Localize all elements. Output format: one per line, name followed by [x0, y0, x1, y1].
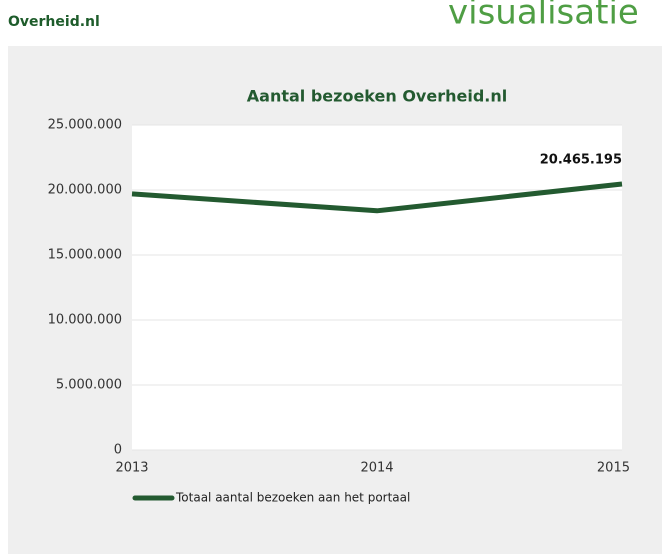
- y-tick-label: 10.000.000: [48, 313, 122, 328]
- site-name[interactable]: Overheid.nl: [8, 14, 100, 30]
- legend-label: Totaal aantal bezoeken aan het portaal: [175, 491, 410, 505]
- x-tick-label: 2015: [597, 461, 630, 476]
- section-title: visualisatie: [448, 0, 639, 33]
- data-line: [131, 181, 623, 214]
- y-tick-label: 20.000.000: [48, 183, 122, 198]
- chart-title: Aantal bezoeken Overheid.nl: [247, 87, 507, 106]
- x-tick-label: 2013: [115, 461, 148, 476]
- plot-area: [132, 125, 622, 450]
- y-tick-label: 0: [114, 443, 122, 458]
- x-tick-label: 2014: [360, 461, 393, 476]
- data-label: 20.465.195: [540, 152, 622, 167]
- y-tick-label: 5.000.000: [56, 378, 122, 393]
- y-tick-label: 25.000.000: [48, 118, 122, 133]
- y-tick-label: 15.000.000: [48, 248, 122, 263]
